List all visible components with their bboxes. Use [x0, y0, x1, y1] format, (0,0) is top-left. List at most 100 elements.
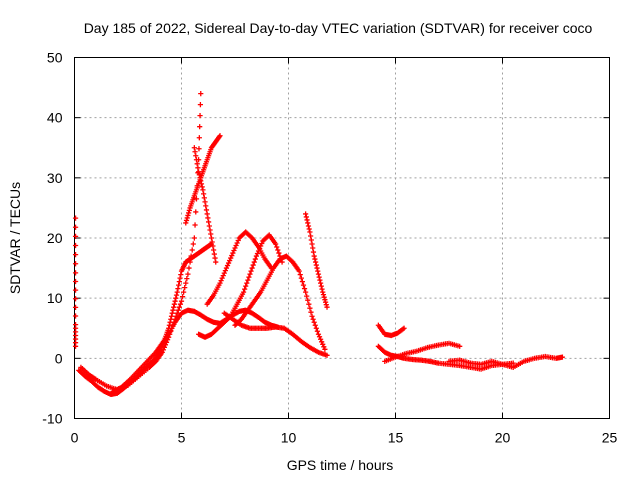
- series-arc-13: [382, 340, 463, 364]
- data-point: [171, 304, 177, 310]
- data-point: [316, 334, 323, 340]
- series-arc-14: [446, 353, 566, 370]
- data-point: [72, 224, 79, 230]
- y-tick-label: 20: [47, 230, 63, 246]
- data-point: [321, 294, 327, 300]
- data-point: [224, 262, 231, 269]
- data-point: [206, 219, 212, 225]
- data-point: [191, 235, 197, 241]
- data-point: [240, 289, 247, 295]
- data-point: [315, 271, 322, 277]
- data-point: [254, 250, 261, 257]
- data-point: [72, 278, 79, 285]
- data-point: [304, 217, 310, 223]
- x-axis-label: GPS time / hours: [287, 457, 394, 473]
- y-tick-label: 10: [47, 290, 63, 306]
- data-point: [196, 169, 202, 175]
- data-point: [313, 259, 319, 265]
- data-point: [176, 282, 182, 288]
- data-point: [72, 252, 79, 258]
- data-point: [188, 253, 194, 259]
- series-arc-1: [76, 241, 215, 398]
- data-point: [205, 215, 211, 221]
- data-point: [196, 135, 202, 141]
- data-point: [185, 212, 191, 219]
- data-point: [307, 229, 313, 235]
- data-point: [200, 187, 206, 193]
- x-tick-label: 0: [71, 430, 79, 446]
- data-point: [209, 239, 215, 245]
- data-point: [201, 191, 207, 197]
- data-point: [208, 231, 214, 237]
- data-point: [230, 250, 236, 256]
- data-point: [255, 248, 262, 254]
- data-point: [197, 113, 203, 119]
- data-point: [401, 325, 407, 331]
- data-point: [228, 255, 234, 261]
- data-point: [72, 242, 79, 249]
- data-point: [181, 289, 187, 295]
- data-point: [304, 293, 310, 299]
- data-point: [193, 196, 200, 202]
- data-point: [301, 286, 308, 292]
- series-arc-4: [183, 133, 223, 226]
- data-point: [320, 289, 326, 295]
- data-point: [72, 287, 79, 293]
- data-point: [258, 243, 264, 249]
- data-point: [193, 209, 199, 215]
- data-point: [251, 259, 257, 265]
- data-point: [318, 283, 324, 289]
- data-point: [305, 223, 312, 229]
- data-marks: [72, 91, 566, 398]
- data-point: [168, 313, 175, 319]
- data-point: [308, 309, 314, 315]
- data-point: [273, 241, 279, 247]
- y-tick-label: -10: [42, 411, 62, 427]
- data-point: [296, 268, 302, 274]
- data-point: [321, 344, 327, 350]
- data-point: [220, 273, 226, 279]
- data-point: [310, 316, 316, 322]
- data-point: [217, 133, 223, 139]
- data-point: [169, 310, 175, 316]
- data-point: [322, 299, 329, 305]
- data-point: [177, 275, 183, 281]
- data-point: [311, 253, 317, 259]
- series-arc-10: [303, 211, 330, 310]
- data-point: [253, 253, 259, 259]
- data-point: [198, 181, 205, 187]
- data-point: [559, 354, 566, 360]
- data-point: [319, 286, 325, 292]
- data-point: [312, 322, 318, 328]
- data-point: [247, 271, 253, 277]
- x-tick-label: 5: [178, 430, 186, 446]
- data-point: [275, 247, 281, 253]
- data-point: [322, 346, 328, 352]
- data-point: [72, 261, 79, 267]
- data-point: [203, 207, 210, 213]
- data-point: [183, 220, 189, 226]
- data-point: [276, 250, 282, 256]
- x-tick-label: 20: [495, 430, 511, 446]
- data-point: [201, 195, 207, 201]
- data-point: [193, 153, 199, 159]
- data-point: [176, 279, 182, 285]
- y-tick-labels: -10 0 10 20 30 40 50: [42, 50, 62, 427]
- data-point: [257, 245, 263, 252]
- data-point: [248, 268, 254, 274]
- data-point: [176, 304, 182, 310]
- data-point: [72, 304, 79, 310]
- data-point: [229, 252, 235, 259]
- data-point: [178, 298, 185, 304]
- data-point: [235, 237, 241, 244]
- data-point: [303, 214, 309, 220]
- data-point: [234, 240, 240, 246]
- data-point: [227, 257, 233, 264]
- data-point: [243, 283, 249, 289]
- data-point: [250, 262, 256, 268]
- data-point: [309, 241, 315, 247]
- data-point: [72, 215, 79, 221]
- series-arc-2: [78, 91, 204, 393]
- x-tick-labels: 0 5 10 15 20 25: [71, 430, 618, 446]
- data-point: [299, 279, 306, 285]
